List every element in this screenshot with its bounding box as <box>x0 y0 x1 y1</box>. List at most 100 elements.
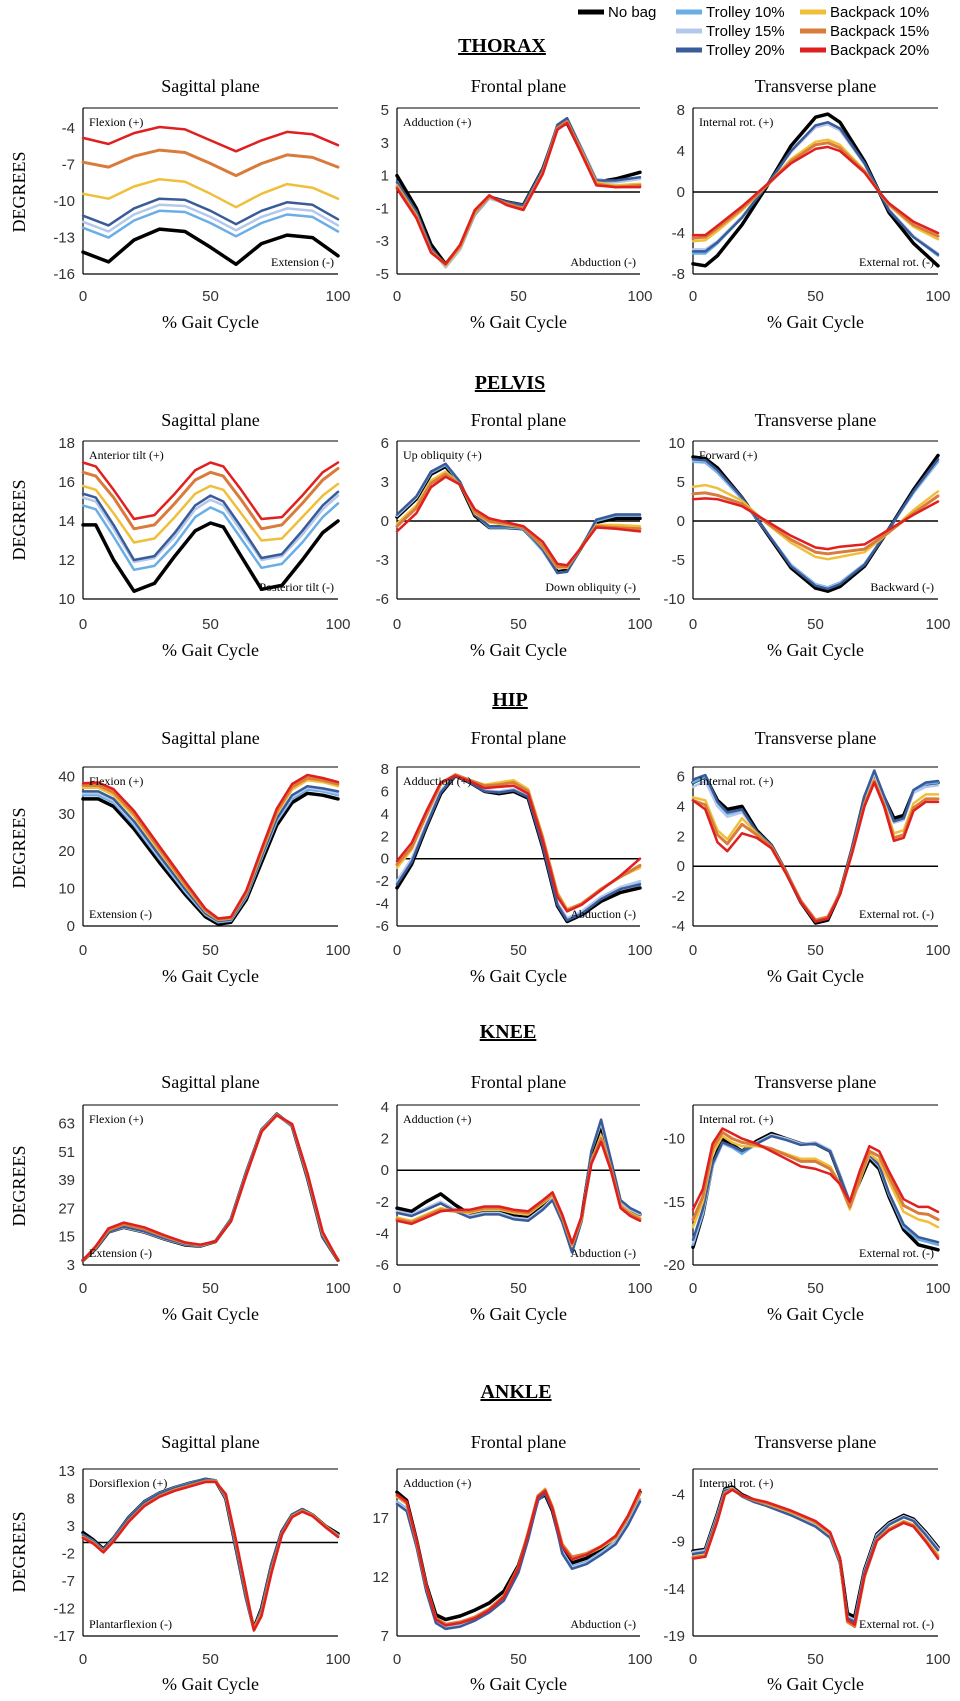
annotation-positive: Adduction (+) <box>403 1112 471 1126</box>
annotation-negative: Abduction (-) <box>570 907 636 921</box>
annotation-negative: External rot. (-) <box>859 1617 934 1631</box>
annotation-negative: Abduction (-) <box>570 255 636 269</box>
legend-label: No bag <box>608 4 656 21</box>
x-tick-label: 0 <box>79 288 87 305</box>
y-tick-label: -4 <box>376 896 389 913</box>
legend-label: Trolley 20% <box>706 42 785 59</box>
y-tick-label: 3 <box>67 1257 75 1274</box>
y-tick-label: -6 <box>376 591 389 608</box>
x-tick-label: 0 <box>79 1280 87 1297</box>
series-line <box>395 1137 642 1246</box>
x-axis-label: % Gait Cycle <box>767 966 864 986</box>
series-line <box>691 1486 940 1623</box>
panel-title: Sagittal plane <box>161 76 259 96</box>
x-tick-label: 0 <box>79 942 87 959</box>
y-axis-label: DEGREES <box>9 1146 29 1227</box>
section-title: KNEE <box>480 1021 537 1043</box>
x-axis-label: % Gait Cycle <box>470 312 567 332</box>
x-tick-label: 0 <box>79 1651 87 1668</box>
series-line <box>81 1479 340 1630</box>
y-tick-label: 2 <box>381 1131 389 1148</box>
series-line <box>81 1477 340 1631</box>
y-tick-label: -7 <box>62 157 75 174</box>
series-line <box>691 497 940 551</box>
series-line <box>81 1112 340 1263</box>
y-tick-label: 30 <box>58 806 75 823</box>
x-tick-label: 50 <box>807 1280 824 1297</box>
x-tick-label: 0 <box>393 1651 401 1668</box>
series-line <box>395 1118 642 1254</box>
series-line <box>395 1490 642 1622</box>
series-line <box>691 769 940 923</box>
annotation-positive: Dorsiflexion (+) <box>89 1476 167 1490</box>
x-axis-label: % Gait Cycle <box>767 640 864 660</box>
x-tick-label: 0 <box>689 942 697 959</box>
series-line <box>691 1486 940 1622</box>
annotation-positive: Internal rot. (+) <box>699 774 773 788</box>
series-line <box>81 502 340 572</box>
x-tick-label: 0 <box>689 616 697 633</box>
y-tick-label: 2 <box>677 828 685 845</box>
series-line <box>81 1113 340 1262</box>
x-tick-label: 50 <box>807 942 824 959</box>
y-tick-label: -4 <box>672 918 685 935</box>
x-tick-label: 0 <box>393 1280 401 1297</box>
annotation-negative: Posterior tilt (-) <box>259 580 334 594</box>
series-line <box>691 1485 940 1619</box>
y-tick-label: 0 <box>67 918 75 935</box>
y-tick-label: -3 <box>376 552 389 569</box>
y-axis-label: DEGREES <box>9 152 29 233</box>
series-line <box>691 781 940 923</box>
x-tick-label: 100 <box>925 1651 950 1668</box>
y-tick-label: -4 <box>376 1225 389 1242</box>
x-tick-label: 100 <box>627 1280 652 1297</box>
panel-title: Transverse plane <box>755 1432 877 1452</box>
series-line <box>81 1112 340 1262</box>
x-tick-label: 50 <box>202 942 219 959</box>
series-line <box>81 519 340 593</box>
y-tick-label: 12 <box>58 552 75 569</box>
annotation-positive: Internal rot. (+) <box>699 115 773 129</box>
x-tick-label: 50 <box>807 1651 824 1668</box>
y-tick-label: 7 <box>381 1628 389 1645</box>
y-tick-label: 12 <box>372 1569 389 1586</box>
y-tick-label: 5 <box>677 474 685 491</box>
series-line <box>691 112 940 268</box>
series-line <box>81 1114 340 1262</box>
legend-label: Backpack 20% <box>830 42 929 59</box>
x-tick-label: 100 <box>925 942 950 959</box>
y-tick-label: 14 <box>58 513 75 530</box>
y-tick-label: -4 <box>672 1487 685 1504</box>
y-tick-label: 6 <box>381 783 389 800</box>
x-axis-label: % Gait Cycle <box>162 966 259 986</box>
x-tick-label: 100 <box>627 942 652 959</box>
y-tick-label: 15 <box>58 1229 75 1246</box>
series-line <box>691 1134 940 1247</box>
chart-panel: Sagittal plane -16 -13 -10 -7 -4 0 50 100 % Gait … <box>9 76 351 332</box>
x-axis-label: % Gait Cycle <box>767 1674 864 1694</box>
series-line <box>81 461 340 521</box>
y-tick-label: -4 <box>672 225 685 242</box>
panel-title: Frontal plane <box>471 76 566 96</box>
x-tick-label: 100 <box>325 288 350 305</box>
series-line <box>81 482 340 544</box>
y-tick-label: -16 <box>53 266 75 283</box>
y-tick-label: 0 <box>677 858 685 875</box>
annotation-positive: Internal rot. (+) <box>699 1112 773 1126</box>
x-tick-label: 100 <box>925 288 950 305</box>
annotation-negative: Extension (-) <box>89 1246 152 1260</box>
x-tick-label: 50 <box>202 288 219 305</box>
series-line <box>81 1112 340 1262</box>
y-tick-label: 10 <box>58 881 75 898</box>
section-title: PELVIS <box>475 372 545 394</box>
y-tick-label: -8 <box>672 266 685 283</box>
y-tick-label: 4 <box>381 806 389 823</box>
y-tick-label: -6 <box>376 918 389 935</box>
x-tick-label: 100 <box>325 1651 350 1668</box>
series-line <box>691 1487 940 1624</box>
chart-panel: Sagittal plane 10 12 14 16 18 0 50 100 % Gait Cyc… <box>9 410 351 660</box>
x-tick-label: 0 <box>393 288 401 305</box>
x-tick-label: 100 <box>325 942 350 959</box>
annotation-positive: Up obliquity (+) <box>403 448 482 462</box>
